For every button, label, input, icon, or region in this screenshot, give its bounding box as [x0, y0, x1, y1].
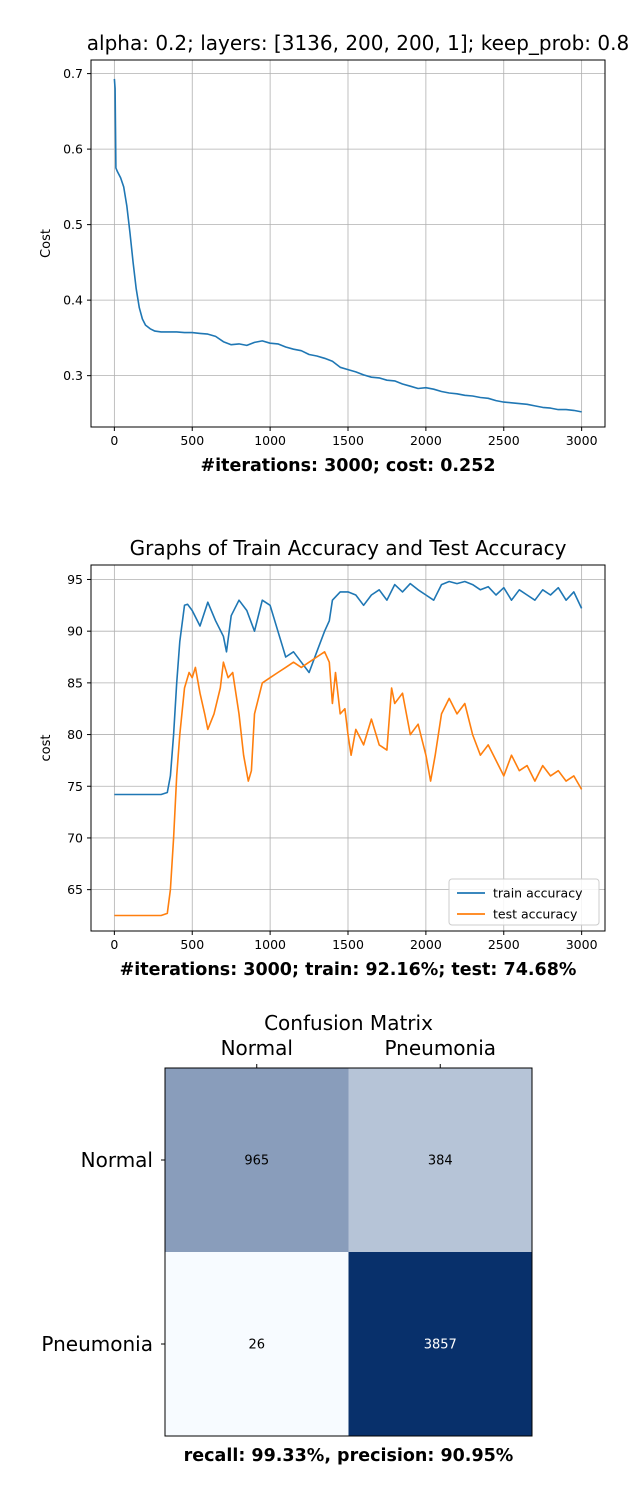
x-tick-label: 500: [180, 433, 204, 448]
x-category-label: Normal: [221, 1036, 293, 1060]
y-category-label: Pneumonia: [41, 1332, 153, 1356]
chart-1: 0 500 1000 1500 2000 2500 3000 65 70 75 80 85 90 95 Gr…: [39, 536, 606, 980]
matrix-cell: [165, 1252, 349, 1436]
x-tick-label: 500: [180, 937, 204, 952]
y-tick-label: 65: [67, 882, 83, 897]
legend: train accuracy test accuracy: [448, 878, 600, 926]
y-tick-label: 80: [67, 727, 83, 742]
series-line-1: [114, 650, 583, 917]
x-tick-label: 2500: [488, 433, 520, 448]
x-axis-label: #iterations: 3000; train: 92.16%; test: …: [120, 960, 577, 980]
y-tick-label: 70: [67, 830, 83, 845]
y-tick-label: 0.3: [63, 368, 83, 383]
x-tick-label: 1000: [254, 433, 286, 448]
matrix-cell-value: 384: [428, 1154, 453, 1169]
chart-title: alpha: 0.2; layers: [3136, 200, 200, 1];…: [87, 31, 629, 55]
x-tick-label: 3000: [566, 433, 598, 448]
y-axis-label: Cost: [39, 229, 54, 258]
matrix-frame: [164, 1067, 533, 1437]
x-tick-label: 3000: [566, 937, 598, 952]
matrix-cell: [165, 1068, 349, 1252]
x-category-label: Pneumonia: [384, 1036, 496, 1060]
x-axis-label: #iterations: 3000; cost: 0.252: [200, 456, 495, 476]
y-tick-label: 0.4: [63, 293, 83, 308]
x-tick-label: 2500: [488, 937, 520, 952]
matrix-cell-value: 26: [248, 1338, 265, 1353]
matrix-cell-value: 3857: [424, 1338, 457, 1353]
y-tick-label: 95: [67, 572, 83, 587]
x-tick-label: 0: [110, 937, 118, 952]
legend-label-1: test accuracy: [493, 907, 578, 922]
matrix-cell-value: 965: [244, 1154, 269, 1169]
x-tick-label: 1000: [254, 937, 286, 952]
confusion-matrix: 965 384 26 3857 Normal Pneumonia Normal Pneumon…: [41, 1011, 533, 1466]
x-tick-label: 2000: [410, 433, 442, 448]
legend-box: [448, 878, 600, 926]
chart-title: Confusion Matrix: [264, 1011, 433, 1035]
x-tick-label: 0: [110, 433, 118, 448]
series-line-0: [113, 78, 582, 413]
y-tick-label: 75: [67, 779, 83, 794]
y-axis-label: cost: [39, 735, 54, 762]
series-line-0: [114, 580, 583, 796]
y-tick-label: 0.6: [63, 142, 83, 157]
matrix-cell: [348, 1252, 532, 1436]
matrix-cell: [348, 1068, 532, 1252]
y-tick-label: 90: [67, 624, 83, 639]
y-tick-label: 0.5: [63, 217, 83, 232]
x-tick-label: 1500: [332, 937, 364, 952]
x-tick-label: 2000: [410, 937, 442, 952]
y-tick-label: 85: [67, 675, 83, 690]
y-tick-label: 0.7: [63, 66, 83, 81]
chart-0: 0 500 1000 1500 2000 2500 3000 0.3 0.4 0.5 0.6 0.7 a…: [39, 31, 629, 476]
legend-label-0: train accuracy: [493, 886, 583, 901]
chart-title: Graphs of Train Accuracy and Test Accura…: [130, 536, 567, 560]
x-axis-label: recall: 99.33%, precision: 90.95%: [184, 1446, 514, 1466]
x-tick-label: 1500: [332, 433, 364, 448]
y-category-label: Normal: [81, 1148, 153, 1172]
